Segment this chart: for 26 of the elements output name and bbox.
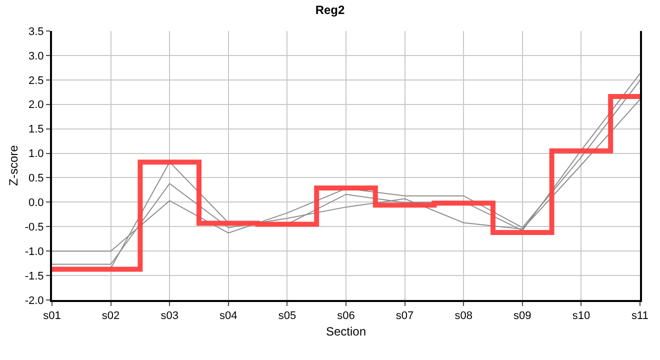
y-tick-label: 2.5 — [28, 74, 44, 87]
y-tick-label: -2.0 — [24, 294, 44, 307]
x-tick-label: s05 — [278, 310, 296, 322]
y-tick-label: 1.0 — [28, 148, 44, 160]
x-tick-label: s08 — [454, 310, 472, 322]
x-tick-label: s11 — [632, 310, 648, 322]
chart-title: Reg2 — [315, 2, 345, 17]
x-tick-label: s10 — [572, 310, 590, 322]
x-tick-label: s04 — [220, 310, 238, 322]
y-tick-label: 0.0 — [28, 197, 44, 210]
y-tick-label: -0.5 — [24, 221, 44, 234]
y-tick-label: 3.5 — [28, 26, 44, 38]
x-axis-title: Section — [326, 324, 366, 339]
x-tick-label: s07 — [396, 310, 414, 322]
y-tick-label: 2.0 — [28, 99, 44, 112]
x-tick-label: s06 — [337, 310, 355, 322]
y-tick-label: -1.5 — [24, 270, 44, 282]
y-tick-label: 0.5 — [28, 172, 44, 185]
x-tick-label: s09 — [514, 310, 532, 322]
y-axis-title: Z-score — [6, 144, 21, 186]
y-tick-label: 3.0 — [28, 50, 44, 62]
y-tick-label: -1.0 — [24, 246, 44, 258]
x-tick-label: s01 — [43, 310, 61, 322]
x-tick-label: s03 — [160, 310, 178, 322]
x-tick-label: s02 — [102, 310, 120, 322]
y-tick-label: 1.5 — [28, 124, 44, 136]
